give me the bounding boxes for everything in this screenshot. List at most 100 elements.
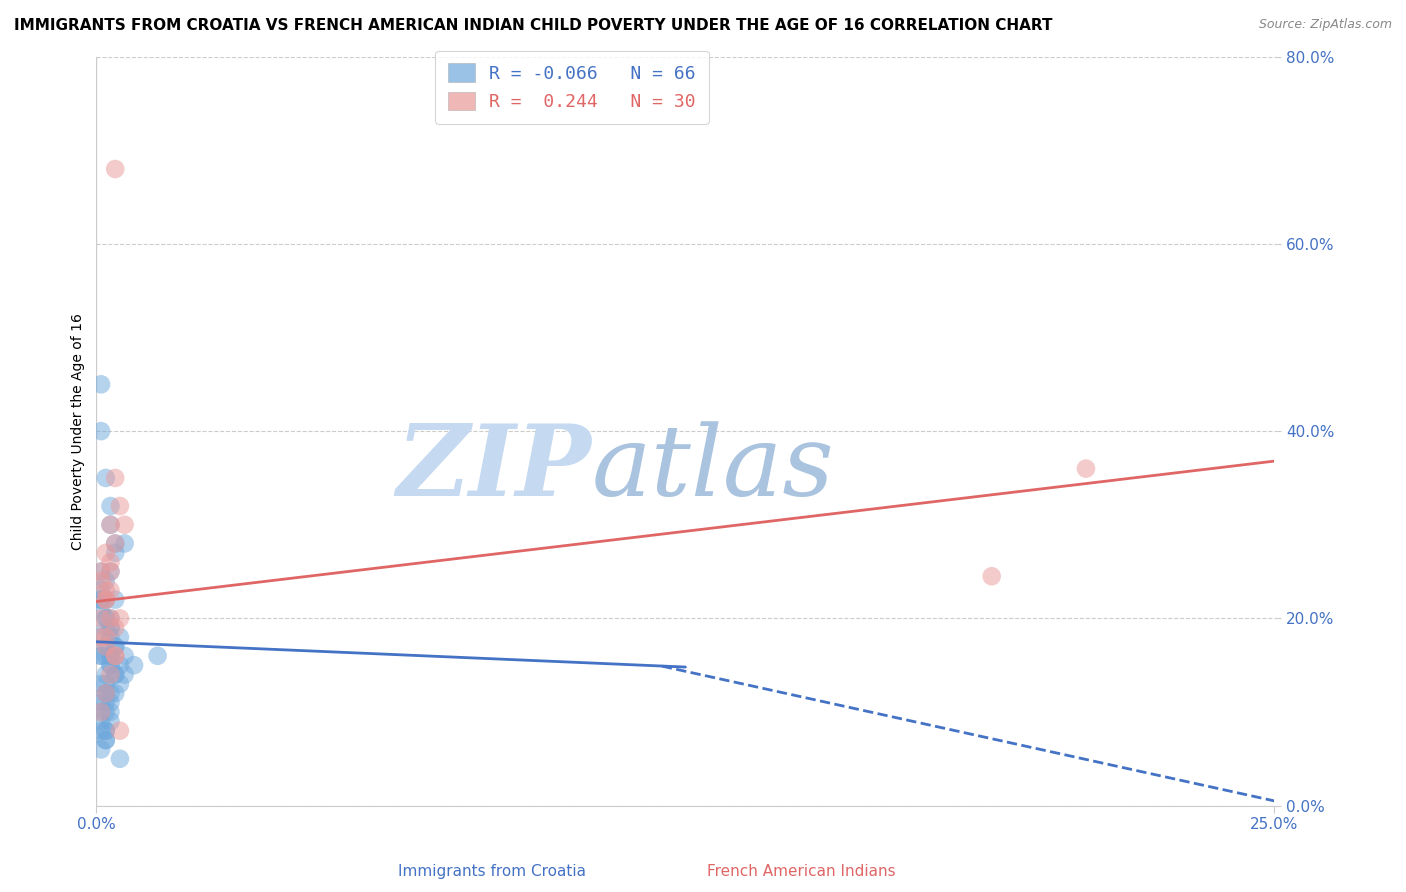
Point [104,686,127,700]
Point [90,630,112,644]
Point [94,592,117,607]
Point [90,611,112,625]
Point [100,630,122,644]
Point [100,621,122,635]
Point [100,667,122,681]
Point [100,705,122,719]
Point [90,742,112,756]
Point [114,648,136,663]
Point [114,667,136,681]
Point [90,677,112,691]
Point [90,583,112,598]
Point [108,677,131,691]
Point [90,696,112,710]
Point [100,583,122,598]
Point [114,517,136,532]
Point [94,686,117,700]
Point [104,667,127,681]
Point [94,592,117,607]
Point [100,621,122,635]
Point [104,621,127,635]
Point [90,574,112,588]
Point [146,648,169,663]
Point [100,648,122,663]
Point [90,592,112,607]
Point [94,546,117,560]
Point [100,517,122,532]
Point [94,471,117,485]
Legend: R = -0.066   N = 66, R =  0.244   N = 30: R = -0.066 N = 66, R = 0.244 N = 30 [436,51,709,124]
Point [90,714,112,729]
Point [94,733,117,747]
Point [94,705,117,719]
Point [94,583,117,598]
Point [94,611,117,625]
Point [90,592,112,607]
Point [100,555,122,569]
Point [90,723,112,738]
Point [104,648,127,663]
Point [94,640,117,654]
Point [108,611,131,625]
Point [94,648,117,663]
Point [100,611,122,625]
Point [104,648,127,663]
Point [108,499,131,513]
Point [108,658,131,673]
Point [94,630,117,644]
Point [122,658,145,673]
Point [100,658,122,673]
Point [90,648,112,663]
Point [100,517,122,532]
Y-axis label: Child Poverty Under the Age of 16: Child Poverty Under the Age of 16 [72,313,86,549]
Point [100,696,122,710]
Point [90,565,112,579]
Point [90,424,112,438]
Point [94,733,117,747]
Point [104,536,127,550]
Point [94,686,117,700]
Text: French American Indians: French American Indians [707,863,896,879]
Point [104,592,127,607]
Point [90,705,112,719]
Point [90,705,112,719]
Point [94,611,117,625]
Point [108,630,131,644]
Point [104,546,127,560]
Point [104,640,127,654]
Point [104,471,127,485]
Point [94,677,117,691]
Point [100,611,122,625]
Point [100,686,122,700]
Point [94,723,117,738]
Point [90,565,112,579]
Text: ZIP: ZIP [396,420,591,516]
Point [94,696,117,710]
Point [114,536,136,550]
Point [100,648,122,663]
Text: atlas: atlas [591,421,834,516]
Point [104,161,127,176]
Point [90,630,112,644]
Point [1074,461,1097,475]
Point [100,565,122,579]
Point [104,536,127,550]
Text: IMMIGRANTS FROM CROATIA VS FRENCH AMERICAN INDIAN CHILD POVERTY UNDER THE AGE OF: IMMIGRANTS FROM CROATIA VS FRENCH AMERIC… [14,18,1053,33]
Point [94,686,117,700]
Point [100,499,122,513]
Point [94,667,117,681]
Text: Immigrants from Croatia: Immigrants from Croatia [398,863,586,879]
Point [980,569,1002,583]
Text: Source: ZipAtlas.com: Source: ZipAtlas.com [1258,18,1392,31]
Point [100,658,122,673]
Point [108,752,131,766]
Point [100,714,122,729]
Point [90,377,112,392]
Point [94,574,117,588]
Point [94,723,117,738]
Point [94,640,117,654]
Point [108,723,131,738]
Point [94,621,117,635]
Point [94,592,117,607]
Point [90,602,112,616]
